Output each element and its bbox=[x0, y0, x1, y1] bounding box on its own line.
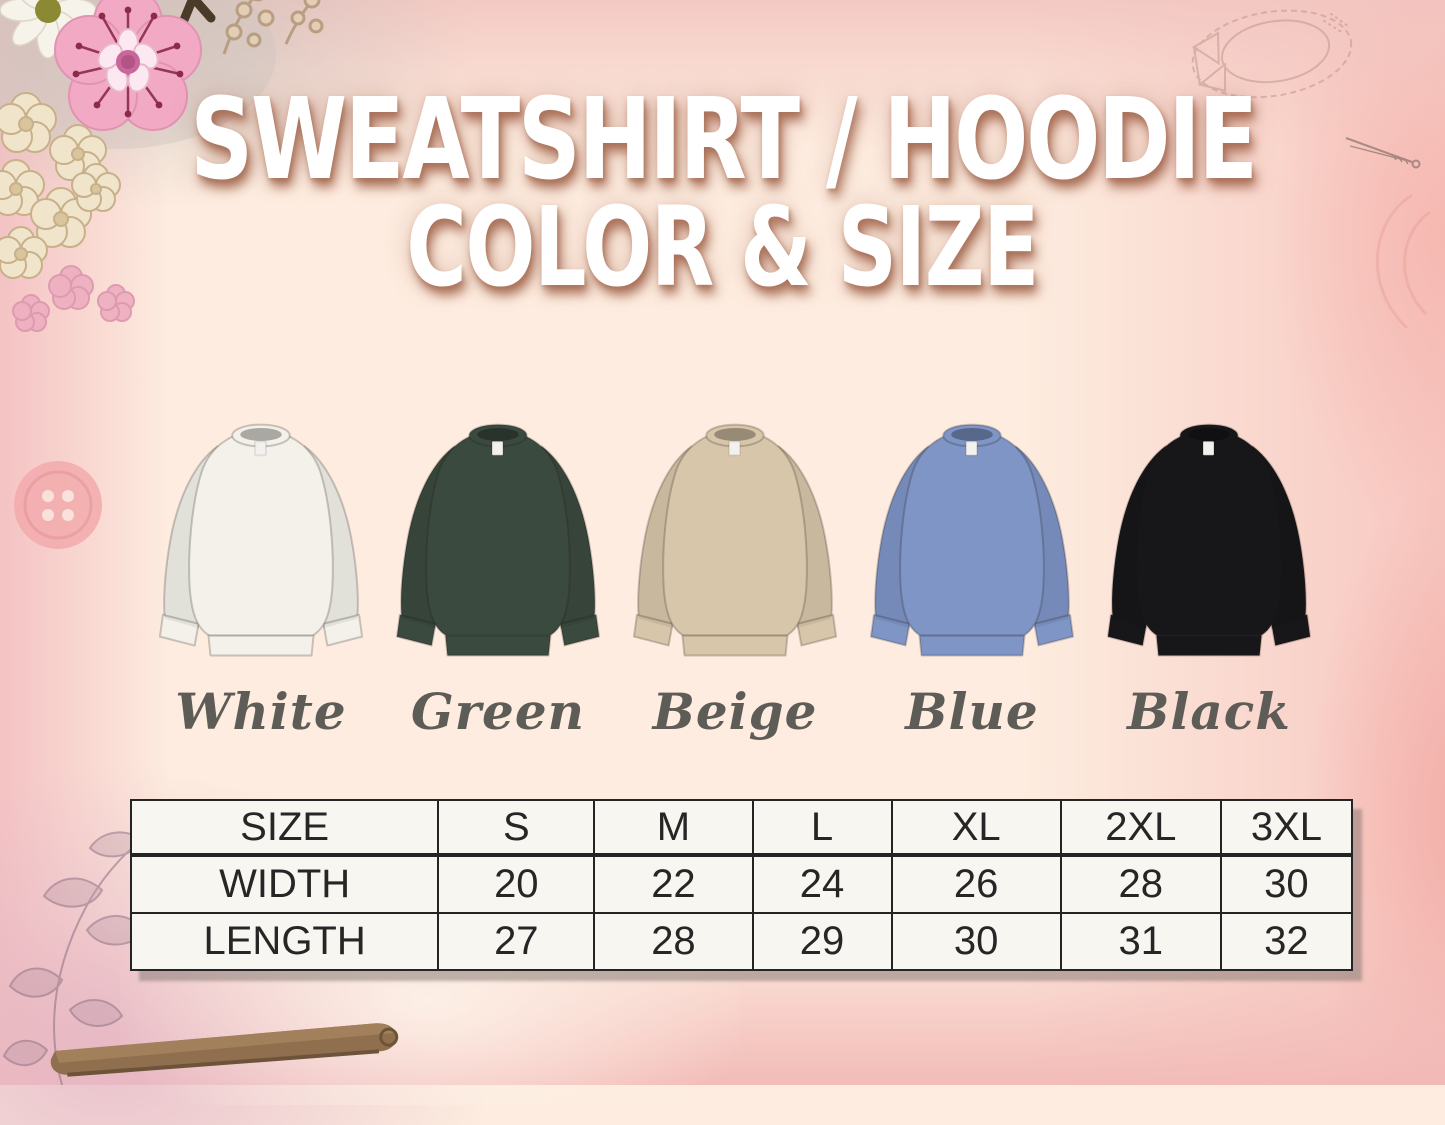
watercolor-wash-right bbox=[1025, 0, 1445, 1085]
sweatshirt-beige-image bbox=[626, 408, 844, 676]
product-card-blue: Blue bbox=[861, 408, 1083, 741]
table-cell: 26 bbox=[890, 854, 1062, 914]
table-cell: 20 bbox=[437, 854, 596, 914]
table-row-length: LENGTH 27 28 29 30 31 32 bbox=[129, 912, 1354, 971]
watercolor-wash-top-left bbox=[0, 0, 480, 210]
table-cell: 31 bbox=[1059, 912, 1222, 971]
sweatshirt-green-image bbox=[389, 408, 607, 676]
sweatshirt-black-image bbox=[1100, 408, 1318, 676]
row-label: LENGTH bbox=[129, 912, 440, 971]
pink-bud-icon bbox=[12, 265, 135, 332]
product-card-green: Green bbox=[387, 408, 609, 741]
table-cell: 22 bbox=[593, 854, 754, 914]
table-row-width: WIDTH 20 22 24 26 28 30 bbox=[129, 854, 1354, 914]
table-header-l: L bbox=[751, 799, 893, 857]
color-label: Black bbox=[1127, 682, 1291, 741]
table-cell: 30 bbox=[1219, 854, 1354, 914]
table-header-3xl: 3XL bbox=[1219, 799, 1354, 857]
flower-cluster-icon bbox=[0, 0, 324, 332]
title-line-1: SWEATSHIRT / HOODIE bbox=[189, 75, 1258, 205]
color-label: Blue bbox=[905, 682, 1039, 741]
table-header-xl: XL bbox=[890, 799, 1062, 857]
wooden-stick-icon bbox=[50, 1023, 399, 1077]
watercolor-wash-bottom bbox=[0, 915, 1445, 1085]
hydrangea-cluster-icon bbox=[0, 92, 121, 279]
table-header-size: SIZE bbox=[129, 799, 440, 857]
arc-sketch-icon bbox=[1375, 193, 1431, 330]
watercolor-wash-bottom-center bbox=[120, 845, 740, 1105]
table-cell: 28 bbox=[1059, 854, 1222, 914]
table-cell: 24 bbox=[751, 854, 893, 914]
table-cell: 30 bbox=[890, 912, 1062, 971]
sprig-icon bbox=[222, 0, 324, 55]
size-table-container: SIZE S M L XL 2XL 3XL WIDTH 20 22 24 26 … bbox=[129, 799, 1354, 971]
brooch-sketch-icon bbox=[1191, 9, 1353, 99]
leaf-branch-icon bbox=[2, 831, 146, 1085]
sewing-button-icon bbox=[14, 461, 102, 549]
table-cell: 28 bbox=[593, 912, 754, 971]
daisy-icon bbox=[0, 0, 97, 59]
color-options-row: White Green Beige Blue Black bbox=[150, 408, 1320, 741]
table-cell: 32 bbox=[1219, 912, 1354, 971]
cherry-blossom-icon bbox=[54, 0, 202, 131]
color-label: Beige bbox=[652, 682, 818, 741]
table-cell: 27 bbox=[437, 912, 596, 971]
sweatshirt-white-image bbox=[152, 408, 370, 676]
table-header-m: M bbox=[593, 799, 754, 857]
color-label: Green bbox=[410, 682, 586, 741]
sweatshirt-blue-image bbox=[863, 408, 1081, 676]
watercolor-wash-left bbox=[0, 0, 170, 1085]
table-header-s: S bbox=[437, 799, 596, 857]
title-line-2: COLOR & SIZE bbox=[406, 183, 1040, 311]
product-card-black: Black bbox=[1098, 408, 1320, 741]
product-card-beige: Beige bbox=[624, 408, 846, 741]
table-header-row: SIZE S M L XL 2XL 3XL bbox=[129, 799, 1354, 857]
table-cell: 29 bbox=[751, 912, 893, 971]
color-label: White bbox=[175, 682, 347, 741]
watercolor-wash-top bbox=[0, 0, 1445, 150]
page-title: SWEATSHIRT / HOODIE COLOR & SIZE bbox=[0, 84, 1445, 302]
size-table: SIZE S M L XL 2XL 3XL WIDTH 20 22 24 26 … bbox=[129, 799, 1354, 971]
row-label: WIDTH bbox=[129, 854, 440, 914]
watercolor-wash-bottom-left bbox=[0, 765, 500, 1125]
product-card-white: White bbox=[150, 408, 372, 741]
table-header-2xl: 2XL bbox=[1059, 799, 1222, 857]
needle-sketch-icon bbox=[1345, 137, 1421, 169]
